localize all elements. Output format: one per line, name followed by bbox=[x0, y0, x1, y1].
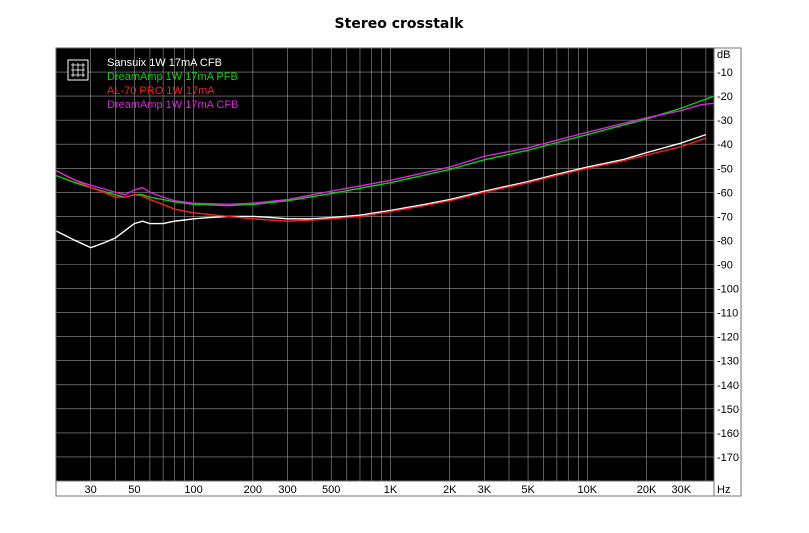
axes: -10 -20 -30 -40 -50 -60 -70 -80 -90 -100 -110 -120 -… bbox=[55, 47, 742, 497]
y-tick-label: -130 bbox=[717, 356, 739, 368]
y-tick-label: -80 bbox=[717, 235, 733, 247]
x-tick-label: 20K bbox=[637, 484, 657, 496]
y-tick-label: -120 bbox=[717, 332, 739, 344]
y-tick-label: -60 bbox=[717, 187, 733, 199]
x-axis-unit-label: Hz bbox=[717, 484, 730, 496]
x-tick-label: 1K bbox=[384, 484, 398, 496]
x-tick-label: 100 bbox=[184, 484, 202, 496]
y-tick-label: -160 bbox=[717, 428, 739, 440]
y-tick-label: -20 bbox=[717, 91, 733, 103]
x-axis-panel bbox=[55, 480, 715, 497]
legend-entry-3: AL-70 PRO 1W 17mA bbox=[107, 85, 215, 97]
x-tick-label: 200 bbox=[244, 484, 262, 496]
y-tick-label: -90 bbox=[717, 260, 733, 272]
legend-entry-1: Sansuix 1W 17mA CFB bbox=[107, 57, 222, 69]
x-tick-label: 3K bbox=[478, 484, 492, 496]
series-line-2 bbox=[55, 95, 715, 207]
y-tick-label: -140 bbox=[717, 380, 739, 392]
y-tick-label: -100 bbox=[717, 284, 739, 296]
y-tick-label: -40 bbox=[717, 139, 733, 151]
x-tick-label: 30 bbox=[85, 484, 97, 496]
legend: Sansuix 1W 17mA CFB DreamAmp 1W 17mA PFB A… bbox=[67, 57, 238, 111]
y-axis-panel bbox=[713, 47, 742, 497]
y-tick-label: -30 bbox=[717, 115, 733, 127]
x-tick-label: 500 bbox=[322, 484, 340, 496]
x-tick-label: 300 bbox=[278, 484, 296, 496]
chart-title: Stereo crosstalk bbox=[335, 16, 465, 32]
legend-entry-2: DreamAmp 1W 17mA PFB bbox=[107, 71, 238, 83]
x-tick-label: 10K bbox=[578, 484, 598, 496]
y-tick-label: -10 bbox=[717, 67, 733, 79]
x-tick-label: 5K bbox=[521, 484, 535, 496]
grid bbox=[56, 48, 714, 481]
series-line-1 bbox=[55, 133, 707, 249]
y-tick-label: -70 bbox=[717, 211, 733, 223]
x-tick-label: 2K bbox=[443, 484, 457, 496]
series-line-3 bbox=[55, 137, 707, 222]
y-tick-label: -50 bbox=[717, 163, 733, 175]
y-tick-label: -110 bbox=[717, 308, 738, 320]
y-tick-label: -150 bbox=[717, 404, 739, 416]
y-axis-unit-label: dB bbox=[717, 49, 730, 61]
x-tick-label: 30K bbox=[671, 484, 691, 496]
y-tick-label: -170 bbox=[717, 452, 739, 464]
series-group bbox=[55, 95, 715, 249]
x-tick-label: 50 bbox=[128, 484, 140, 496]
series-line-4 bbox=[55, 102, 715, 206]
legend-entry-4: DreamAmp 1W 17mA CFB bbox=[107, 99, 238, 111]
